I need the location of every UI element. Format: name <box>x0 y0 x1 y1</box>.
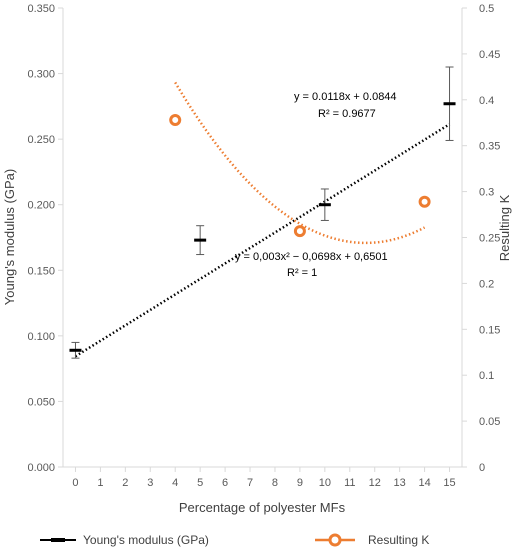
data-point <box>169 113 182 126</box>
x-tick-label: 12 <box>369 477 381 489</box>
x-tick-label: 8 <box>272 477 278 489</box>
x-tick-label: 11 <box>344 477 355 489</box>
right-tick-label: 0.15 <box>479 324 500 336</box>
x-tick-label: 6 <box>222 477 228 489</box>
left-tick-label: 0.000 <box>27 462 55 474</box>
left-tick-label: 0.050 <box>27 396 55 408</box>
trendline <box>74 123 451 358</box>
right-tick-label: 0.5 <box>479 3 494 15</box>
right-tick-label: 0.2 <box>479 278 494 290</box>
x-tick-label: 9 <box>297 477 303 489</box>
x-tick-label: 5 <box>197 477 203 489</box>
right-tick-label: 0.4 <box>479 95 494 107</box>
left-tick-label: 0.200 <box>27 200 55 212</box>
legend-label-resulting-k: Resulting K <box>368 533 429 547</box>
right-axis-ticks: 0 0.05 0.1 0.15 0.2 0.25 0.3 0.35 0.4 0.45 0.5 <box>462 3 500 474</box>
poly-equation-label: y = 0,003x² − 0,0698x + 0,6501 <box>235 251 388 263</box>
right-tick-label: 0.05 <box>479 416 500 428</box>
left-axis-ticks: 0.000 0.050 0.100 0.150 0.200 0.250 0.300 0.350 <box>27 3 63 474</box>
left-tick-label: 0.350 <box>27 3 55 15</box>
right-tick-label: 0.35 <box>479 141 500 153</box>
x-tick-label: 10 <box>319 477 331 489</box>
x-tick-label: 13 <box>394 477 406 489</box>
legend-item-youngs-modulus: Young's modulus (GPa) <box>40 533 209 547</box>
x-tick-label: 3 <box>147 477 153 489</box>
left-tick-label: 0.250 <box>27 134 55 146</box>
x-tick-label: 7 <box>247 477 253 489</box>
x-tick-label: 0 <box>72 477 78 489</box>
right-tick-label: 0.1 <box>479 370 494 382</box>
legend-label-youngs-modulus: Young's modulus (GPa) <box>83 533 209 547</box>
x-tick-label: 2 <box>122 477 128 489</box>
poly-r2-label: R² = 1 <box>287 267 317 279</box>
legend-item-resulting-k: Resulting K <box>315 533 429 547</box>
right-tick-label: 0.3 <box>479 187 494 199</box>
x-tick-label: 4 <box>172 477 178 489</box>
right-tick-label: 0 <box>479 462 485 474</box>
right-tick-label: 0.25 <box>479 233 500 245</box>
data-point <box>418 195 431 208</box>
y-axis-label-right: Resulting K <box>497 194 512 261</box>
linear-equation-label: y = 0.0118x + 0.0844 <box>294 91 397 103</box>
series-layer <box>69 66 456 359</box>
x-tick-label: 15 <box>443 477 455 489</box>
trendlines <box>74 81 451 358</box>
legend: Young's modulus (GPa) Resulting K <box>40 533 429 547</box>
y-axis-label-left: Young's modulus (GPa) <box>2 169 17 305</box>
x-tick-label: 1 <box>97 477 103 489</box>
trendline <box>174 81 426 245</box>
x-axis-label: Percentage of polyester MFs <box>179 500 346 515</box>
left-tick-label: 0.100 <box>27 331 55 343</box>
legend-swatch-marker <box>328 533 342 547</box>
x-axis-ticks: 0 1 2 3 4 5 6 7 8 9 10 11 12 13 14 15 <box>72 467 456 489</box>
left-tick-label: 0.150 <box>27 265 55 277</box>
linear-r2-label: R² = 0.9677 <box>318 108 376 120</box>
x-tick-label: 14 <box>418 477 430 489</box>
data-point <box>293 225 306 238</box>
left-tick-label: 0.300 <box>27 69 55 81</box>
right-tick-label: 0.45 <box>479 49 500 61</box>
